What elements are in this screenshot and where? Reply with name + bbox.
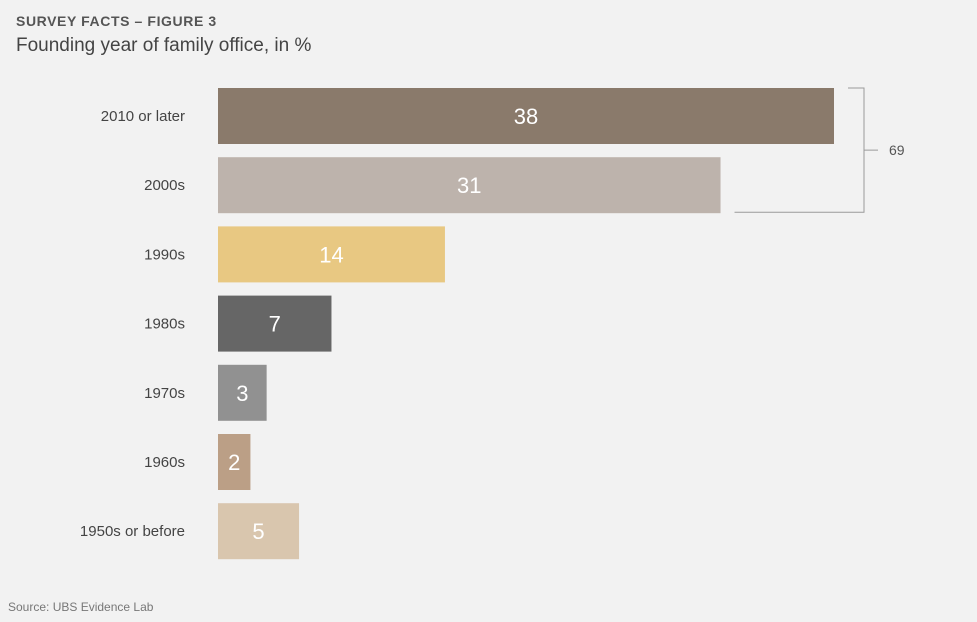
category-label-1970s: 1970s bbox=[144, 385, 185, 402]
value-label-1950s-or-before: 5 bbox=[252, 519, 264, 544]
value-label-2010-or-later: 38 bbox=[514, 104, 538, 129]
category-label-1960s: 1960s bbox=[144, 454, 185, 471]
value-label-1990s: 14 bbox=[319, 242, 343, 267]
total-bracket-label: 69 bbox=[889, 142, 905, 158]
bar-1950s-or-before bbox=[218, 503, 300, 560]
value-label-1980s: 7 bbox=[269, 312, 281, 337]
bar-1980s bbox=[218, 295, 332, 352]
figure-kicker: SURVEY FACTS – FIGURE 3 bbox=[16, 13, 217, 29]
category-label-1990s: 1990s bbox=[144, 246, 185, 263]
category-label-2010-or-later: 2010 or later bbox=[101, 108, 185, 125]
value-label-1970s: 3 bbox=[236, 381, 248, 406]
bar-1960s bbox=[218, 434, 251, 490]
category-label-1980s: 1980s bbox=[144, 316, 185, 333]
category-label-2000s: 2000s bbox=[144, 177, 185, 194]
bar-2010-or-later bbox=[218, 88, 834, 144]
bar-1970s bbox=[218, 364, 267, 421]
chart-title: Founding year of family office, in % bbox=[16, 35, 312, 56]
value-label-1960s: 2 bbox=[228, 450, 240, 475]
bar-1990s bbox=[218, 226, 445, 283]
source-note: Source: UBS Evidence Lab bbox=[8, 600, 154, 614]
total-bracket bbox=[734, 87, 878, 213]
category-label-1950s-or-before: 1950s or before bbox=[80, 523, 185, 540]
value-label-2000s: 31 bbox=[457, 173, 481, 198]
bar-2000s bbox=[218, 157, 721, 214]
